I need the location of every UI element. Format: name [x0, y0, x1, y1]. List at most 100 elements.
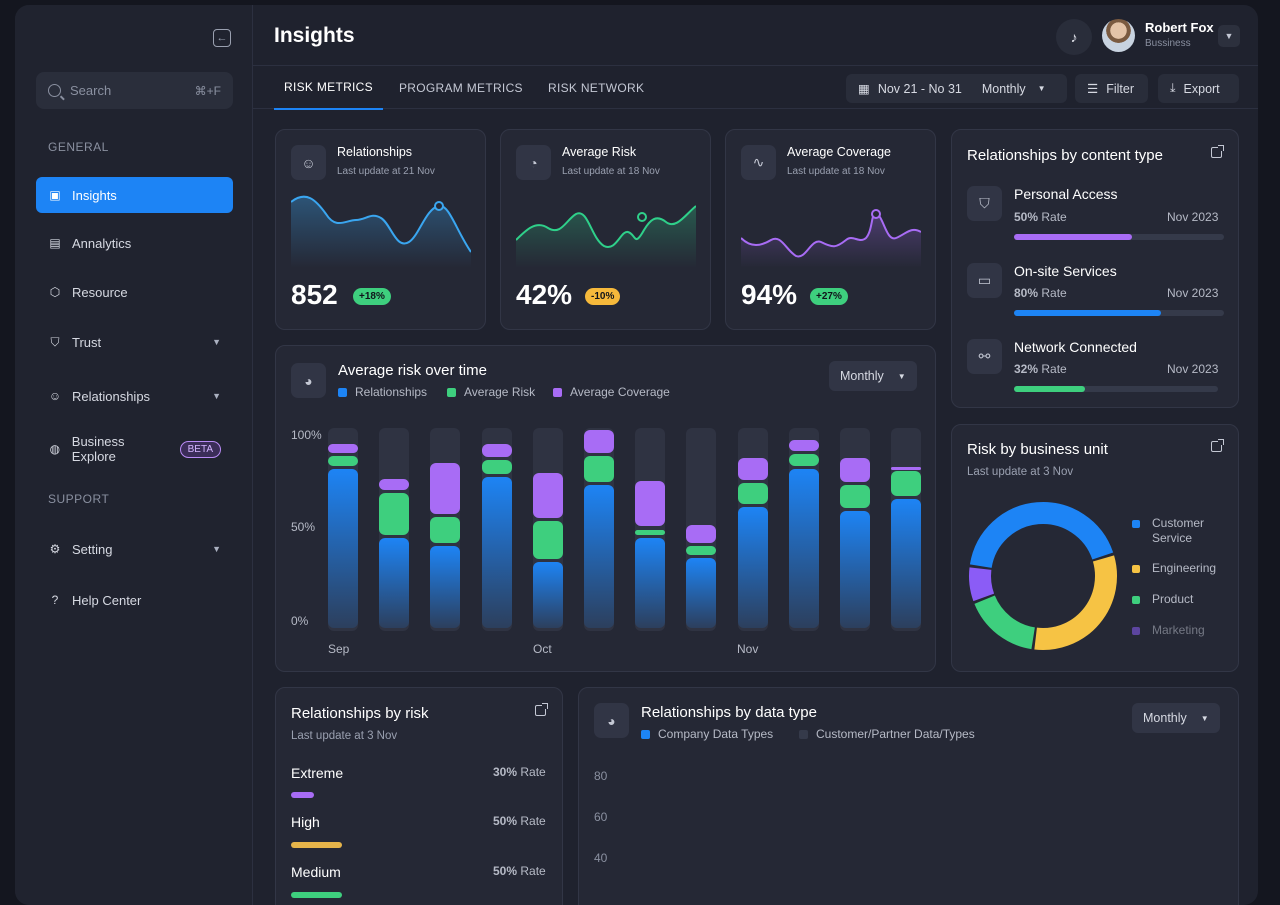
tab-program-metrics[interactable]: PROGRAM METRICS: [399, 81, 523, 95]
bar-segment-relationships[interactable]: [635, 537, 666, 628]
card-subtitle: Last update at 3 Nov: [291, 730, 398, 742]
bar-segment-average-risk[interactable]: [379, 492, 410, 535]
export-button[interactable]: ⤓ Export: [1158, 74, 1239, 103]
bar-segment-average-risk[interactable]: [891, 470, 922, 497]
bar-segment-relationships[interactable]: [737, 507, 768, 628]
chevron-down-icon: ▼: [1200, 713, 1209, 723]
bar-segment-relationships[interactable]: [686, 557, 717, 628]
donut-slice-customer-service[interactable]: [969, 502, 1114, 569]
donut-slice-engineering[interactable]: [1034, 555, 1117, 650]
bar-segment-average-coverage[interactable]: [737, 458, 768, 480]
bar-segment-relationships[interactable]: [584, 484, 614, 628]
period-select[interactable]: Monthly ▼: [1132, 703, 1220, 733]
legend-swatch: [338, 387, 347, 397]
bar-segment-average-risk[interactable]: [635, 529, 666, 535]
rate-label: Rate: [520, 814, 546, 828]
tab-risk-network[interactable]: RISK NETWORK: [548, 81, 645, 95]
period-select[interactable]: Monthly ▼: [829, 361, 917, 391]
bar-segment-relationships[interactable]: [788, 468, 819, 628]
sparkline: [741, 209, 921, 268]
sidebar-item-business-explore[interactable]: ◍ Business Explore BETA: [36, 431, 233, 467]
bar-segment-average-coverage[interactable]: [891, 466, 922, 470]
bar-segment-average-risk[interactable]: [737, 482, 768, 505]
progress-fill: [1014, 310, 1161, 316]
rate-value: 30%: [493, 765, 518, 779]
filter-icon: ☰: [1087, 82, 1099, 96]
donut-slice-marketing[interactable]: [969, 567, 995, 602]
legend-label: Company Data Types: [658, 727, 774, 741]
calendar-icon: ▦: [858, 82, 870, 96]
sidebar-item-relationships[interactable]: ☺ Relationships ▼: [36, 378, 233, 414]
bar-segment-average-coverage[interactable]: [840, 458, 870, 482]
legend-label: Average Risk: [464, 385, 536, 399]
bar-segment-average-risk[interactable]: [584, 456, 614, 482]
pie-chart-icon: ◕: [594, 703, 629, 738]
bar-segment-average-coverage[interactable]: [379, 478, 410, 490]
legend-product: Product: [1132, 592, 1193, 607]
bar-segment-average-coverage[interactable]: [635, 480, 666, 527]
bell-icon[interactable]: ♪: [1056, 19, 1092, 55]
tab-risk-metrics[interactable]: RISK METRICS: [274, 66, 383, 110]
bar-segment-average-coverage[interactable]: [686, 525, 717, 543]
bar-segment-relationships[interactable]: [430, 545, 461, 628]
bar-segment-average-coverage[interactable]: [788, 440, 819, 452]
bar-segment-relationships[interactable]: [379, 537, 410, 628]
sidebar-item-insights[interactable]: ▣ Insights: [36, 177, 233, 213]
sidebar-item-setting[interactable]: ⚙ Setting ▼: [36, 531, 233, 567]
filter-button[interactable]: ☰ Filter: [1075, 74, 1148, 103]
chevron-down-icon: ▼: [1037, 84, 1046, 93]
user-menu-chevron-icon[interactable]: ▼: [1218, 25, 1240, 47]
bar-segment-average-risk[interactable]: [840, 484, 870, 509]
sparkline-area: [516, 206, 696, 268]
bar-segment-relationships[interactable]: [481, 476, 512, 628]
legend-label: Customer/Partner Data/Types: [816, 727, 975, 741]
legend-average-risk: Average Risk: [447, 385, 535, 399]
section-general: GENERAL: [48, 140, 109, 154]
bar-segment-average-risk[interactable]: [532, 521, 563, 559]
sidebar: ← Search ⌘+F GENERAL ▣ Insights ▤ Annaly…: [15, 5, 253, 905]
bar-segment-average-coverage[interactable]: [481, 444, 512, 458]
bar-segment-average-risk[interactable]: [481, 460, 512, 474]
network-icon: ⚯: [967, 339, 1002, 374]
bar-segment-relationships[interactable]: [532, 561, 563, 628]
bar-segment-relationships[interactable]: [891, 499, 922, 628]
legend-swatch: [641, 729, 650, 739]
legend-marketing: Marketing: [1132, 623, 1205, 638]
sparkline-line: [516, 205, 696, 249]
sidebar-item-resource[interactable]: ⬡ Resource: [36, 274, 233, 310]
legend-label: Customer Service: [1152, 516, 1205, 545]
bar-segment-average-risk[interactable]: [686, 545, 717, 555]
bar-segment-average-risk[interactable]: [788, 454, 819, 466]
risk-relationships-card: Relationships by risk Last update at 3 N…: [275, 687, 563, 905]
bar-segment-average-coverage[interactable]: [584, 430, 614, 454]
bar-segment-relationships[interactable]: [328, 468, 358, 628]
bar-segment-average-risk[interactable]: [430, 517, 461, 543]
legend-swatch: [1132, 627, 1140, 635]
bar-segment-average-coverage[interactable]: [328, 444, 358, 454]
stat-value: 94%: [741, 279, 798, 310]
data-type-card: ◕ Relationships by data type Company Dat…: [578, 687, 1239, 905]
avatar[interactable]: [1102, 19, 1135, 52]
date-range-picker[interactable]: ▦ Nov 21 - No 31 Monthly ▼: [846, 74, 1067, 103]
bar-segment-average-risk[interactable]: [328, 456, 358, 466]
sidebar-item-analytics[interactable]: ▤ Annalytics: [36, 225, 233, 261]
external-link-icon[interactable]: [1211, 145, 1224, 158]
donut-slice-product[interactable]: [974, 595, 1036, 650]
external-link-icon[interactable]: [535, 703, 548, 716]
bar-segment-average-coverage[interactable]: [430, 462, 461, 515]
legend-label: Marketing: [1152, 623, 1205, 637]
stat-title: Relationships: [337, 145, 413, 159]
sparkline-line: [741, 212, 921, 258]
bar-segment-average-coverage[interactable]: [532, 472, 563, 519]
activity-icon: ∿: [741, 145, 776, 180]
risk-level-rate: 30% Rate: [493, 765, 546, 779]
collapse-sidebar-icon[interactable]: ←: [213, 29, 231, 47]
external-link-icon[interactable]: [1211, 439, 1224, 452]
sidebar-item-trust[interactable]: ⛉ Trust ▼: [36, 324, 233, 360]
sidebar-item-help-center[interactable]: ? Help Center: [36, 582, 233, 618]
search-input[interactable]: Search ⌘+F: [36, 72, 233, 109]
bar-segment-relationships[interactable]: [840, 511, 870, 628]
legend-swatch: [1132, 520, 1140, 528]
progress-fill: [291, 892, 343, 898]
legend-label: Product: [1152, 592, 1194, 606]
